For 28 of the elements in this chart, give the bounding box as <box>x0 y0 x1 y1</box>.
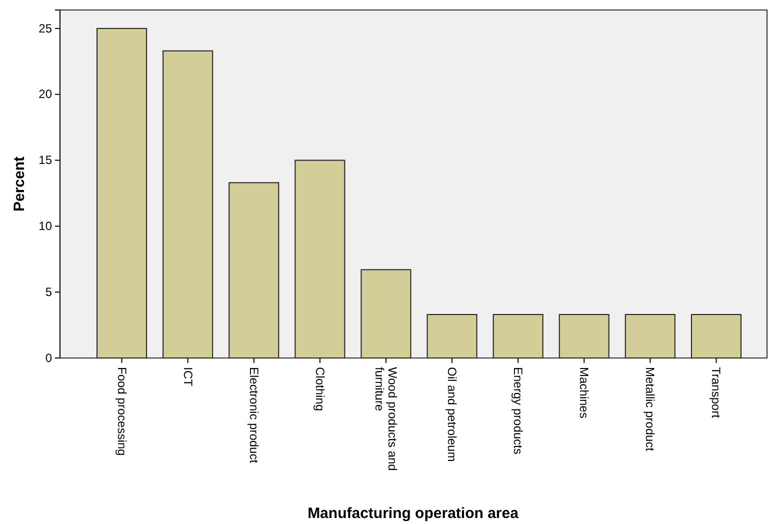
bar <box>624 314 676 358</box>
x-tick-label: Oil and petroleum <box>445 367 460 462</box>
x-tick-label: Clothing <box>312 367 327 412</box>
bar <box>228 182 280 358</box>
bar <box>360 269 412 358</box>
y-tick-label: 20 <box>38 87 52 102</box>
bar <box>426 314 478 358</box>
y-tick-label: 5 <box>45 284 52 299</box>
y-tick-label: 25 <box>38 21 52 36</box>
bar <box>492 314 544 358</box>
x-tick-label: ICT <box>180 367 195 387</box>
bar <box>690 314 742 358</box>
x-tick-label: Metallic product <box>643 367 658 452</box>
bar <box>558 314 610 358</box>
bar <box>294 160 346 358</box>
x-tick-label: Food processing <box>114 367 129 456</box>
x-tick-label: Electronic product <box>246 367 261 464</box>
x-tick-label: Energy products <box>511 367 526 454</box>
y-tick-label: 15 <box>38 153 52 168</box>
x-tick-label: Wood products and furniture <box>372 367 400 471</box>
y-tick-label: 10 <box>38 219 52 234</box>
y-tick-label: 0 <box>45 350 52 365</box>
x-axis-title: Manufacturing operation area <box>308 505 520 522</box>
bar <box>96 28 148 358</box>
y-axis-title: Percent <box>11 156 28 212</box>
x-tick-label: Transport <box>709 367 724 419</box>
x-tick-label: Machines <box>577 367 592 418</box>
bar <box>162 50 214 358</box>
